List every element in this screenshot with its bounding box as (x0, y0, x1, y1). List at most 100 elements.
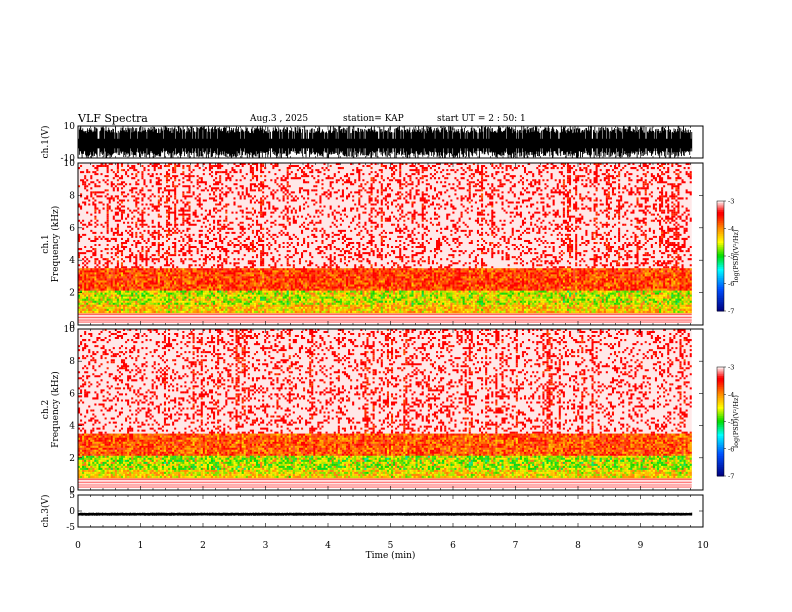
ch1-spectrogram-cells-588 (616, 300, 619, 303)
ch1-spectrogram-cells-517 (286, 302, 289, 305)
ch1-spectrogram-cells-483 (239, 300, 242, 303)
ch1-spectrogram-cells-87 (88, 290, 633, 313)
ch2-spectrogram-colorbar-step (717, 423, 724, 426)
ch1-spectrogram-cells-268 (120, 294, 124, 297)
ch2-spectrogram-colorbar-step (717, 437, 724, 441)
ch1-spectrogram-colorbar-step (717, 235, 724, 239)
ch1-spectrogram-cells-12 (78, 268, 549, 313)
ch1-spectrogram-colorbar-step (717, 204, 724, 207)
ch1-spectrogram-cells-126 (94, 294, 97, 297)
ch2-spectrogram-colorbar-step (717, 459, 724, 462)
ch1-spectrogram-cells-582 (589, 292, 592, 295)
ch1-spectrogram-cells-577 (560, 292, 563, 295)
ch2-spectrogram-colorbar-step (717, 368, 724, 372)
ch1-spectrogram-colorbar-step (717, 272, 724, 275)
ch2-spectrogram-cells-76 (86, 447, 688, 476)
ch2-spectrogram-cells-462 (192, 465, 195, 468)
ch1-spectrogram-cells-223 (108, 163, 684, 289)
x-tick-label: 0 (75, 541, 81, 551)
figure-title: VLF Spectra (78, 112, 148, 125)
ch2-spectrogram-cells-636 (591, 463, 594, 466)
ch2-spectrogram-cells-638 (616, 457, 619, 470)
ch1-spectrogram-cells-578 (562, 300, 565, 303)
ch2-spectrogram-cells-639 (616, 459, 619, 462)
ch1-spectrogram-colorbar-tick-label: -5 (728, 253, 734, 261)
panel-1-y-tick-label: 2 (69, 289, 75, 299)
ch1-spectrogram-colorbar-step (717, 278, 724, 281)
x-tick-label: 7 (513, 541, 519, 551)
ch1-spectrogram-colorbar-step (717, 213, 724, 217)
ch2-spectrogram-cells-581 (356, 461, 619, 470)
ch2-spectrogram-colorbar-step (717, 441, 724, 444)
ch1-spectrogram-cells-490 (251, 292, 254, 295)
panel-0-ylabel: ch.1(V) (40, 126, 51, 159)
ch1-spectrogram-cells-505 (270, 296, 275, 301)
ch2-spectrogram-colorbar-step (717, 381, 724, 384)
panel-2-ylabel: Frequency (kHz) (50, 371, 61, 448)
ch1-spectrogram-cells-559 (431, 292, 449, 295)
ch1-spectrogram-colorbar-step (717, 221, 724, 224)
panel-1-y-tick-label: 8 (69, 191, 75, 201)
ch1-spectrogram-cells-591 (644, 300, 647, 303)
ch1-spectrogram-cells-589 (636, 306, 639, 309)
ch2-spectrogram-cells-627 (523, 461, 527, 464)
ch2-spectrogram-colorbar (716, 366, 726, 477)
ch1-spectrogram-colorbar-step (717, 309, 724, 312)
ch2-spectrogram-colorbar-step (717, 432, 724, 435)
ch2-spectrogram-colorbar-step (717, 417, 724, 421)
ch1-spectrogram-cells-499 (262, 298, 265, 301)
ch1-spectrogram-cells-402 (163, 298, 166, 301)
ch2-spectrogram-colorbar-step (717, 401, 724, 404)
ch1-spectrogram-cells-579 (566, 290, 569, 293)
panel-1-y-tick-label: 4 (69, 256, 75, 266)
ch2-spectrogram-colorbar-step (717, 463, 724, 466)
ch2-spectrogram-colorbar-step (717, 397, 724, 401)
ch1-spectrogram-colorbar-step (717, 224, 724, 228)
panel-3-frame (77, 494, 704, 528)
panel-1-y-tick-label: 10 (64, 159, 76, 169)
ch2-spectrogram-cells-525 (247, 461, 250, 464)
ch1-spectrogram-colorbar-step (717, 243, 724, 246)
ch1-spectrogram-colorbar-step (717, 237, 724, 240)
ch2-spectrogram-cells-634 (581, 467, 584, 470)
ch2-spectrogram-colorbar-step (717, 388, 724, 392)
ch1-spectrogram-colorbar-step (717, 276, 724, 279)
ch1-spectrogram-colorbar-step (717, 259, 724, 262)
panel-3-axes (77, 494, 704, 528)
ch1-spectrogram-colorbar-step (717, 256, 724, 259)
ch1-spectrogram-colorbar-step (717, 281, 724, 284)
ch2-spectrogram-cells-566 (309, 457, 312, 460)
ch1-spectrogram-group (78, 163, 692, 323)
ch1-spectrogram-colorbar-step (717, 279, 724, 283)
ch2-spectrogram-cells-19 (78, 329, 692, 456)
ch1-spectrogram-colorbar-step (717, 248, 724, 251)
ch1-spectrogram-cells-596 (675, 302, 678, 305)
ch2-spectrogram-colorbar-step (717, 392, 724, 395)
ch2-spectrogram-colorbar-step (717, 406, 724, 410)
ch1-spectrogram-cells-586 (605, 296, 608, 299)
ch1-spectrogram-colorbar-step (717, 223, 724, 226)
ch2-spectrogram-colorbar-step (717, 468, 724, 472)
ch3-waveform-trace (77, 512, 693, 516)
ch1-spectrogram-cells-563 (468, 294, 471, 297)
ch2-spectrogram-colorbar-step (717, 377, 724, 381)
ch1-spectrogram-colorbar-step (717, 263, 724, 266)
ch1-spectrogram-cells-569 (517, 292, 520, 295)
ch1-spectrogram-cells-484 (241, 290, 645, 311)
ch1-spectrogram-cells-597 (677, 300, 680, 303)
ch1-spectrogram-cells-267 (120, 290, 541, 307)
ch2-spectrogram-cells-214 (106, 453, 639, 478)
ch2-spectrogram-colorbar-step (717, 386, 724, 390)
ch2-spectrogram-colorbar-step (717, 465, 724, 468)
ch1-spectrogram-colorbar-step (717, 285, 724, 288)
ch2-spectrogram-cells-352 (143, 457, 146, 460)
ch1-spectrogram-cells-554 (411, 302, 414, 305)
ch1-spectrogram-colorbar-tick-label: -7 (728, 308, 734, 316)
panel-2-y-tick-label: 0 (69, 486, 75, 496)
ch2-spectrogram-cells-619 (476, 471, 484, 478)
ch2-spectrogram-cells-599 (403, 467, 406, 470)
ch1-spectrogram-colorbar-tick-label: -6 (728, 280, 734, 288)
ch2-spectrogram-colorbar-step (717, 372, 724, 375)
panel-1-y-tick-label: 6 (69, 224, 75, 234)
ch2-spectrogram-colorbar-step (717, 370, 724, 373)
